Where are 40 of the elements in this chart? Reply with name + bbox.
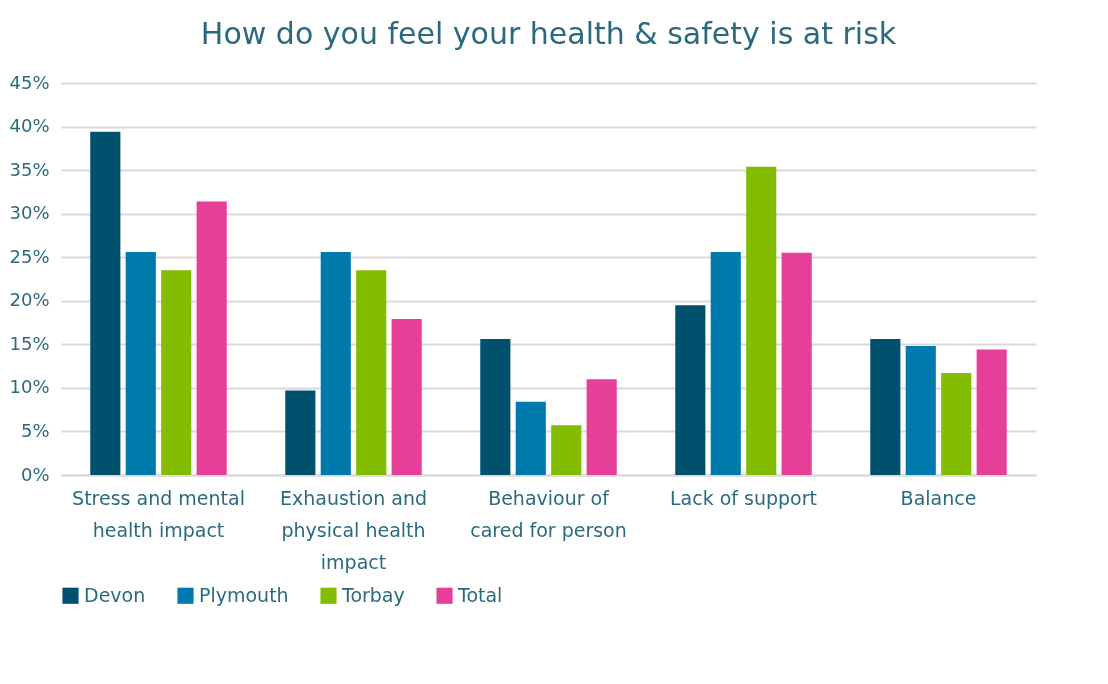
- bar: [905, 346, 936, 475]
- x-tick-label: Balance: [900, 486, 977, 509]
- legend-label: Devon: [84, 583, 146, 606]
- bar: [285, 390, 316, 475]
- y-tick-label: 35%: [9, 158, 50, 180]
- bar: [941, 373, 972, 475]
- bar: [161, 270, 192, 475]
- bar: [320, 252, 351, 475]
- y-tick-label: 45%: [9, 71, 50, 93]
- y-tick-label: 5%: [20, 419, 50, 441]
- bar: [870, 339, 901, 475]
- bar: [746, 166, 777, 475]
- bar: [515, 401, 546, 475]
- bar: [586, 379, 617, 475]
- bar: [196, 201, 227, 475]
- legend-label: Plymouth: [199, 583, 289, 606]
- bar: [675, 305, 706, 475]
- bar: [781, 252, 812, 475]
- bar: [391, 319, 422, 475]
- bar: [125, 252, 156, 475]
- y-tick-label: 15%: [9, 332, 50, 354]
- bar: [480, 339, 511, 475]
- y-tick-label: 0%: [20, 463, 50, 485]
- bar: [356, 270, 387, 475]
- x-tick-label: Behaviour of cared for person: [470, 486, 627, 541]
- legend-label: Total: [457, 583, 503, 606]
- bar: [90, 131, 121, 475]
- y-tick-label: 20%: [9, 289, 50, 311]
- y-tick-label: 10%: [9, 376, 50, 398]
- y-tick-label: 30%: [9, 202, 50, 224]
- y-tick-label: 25%: [9, 245, 50, 267]
- bar: [551, 425, 582, 475]
- x-tick-label: Exhaustion and physical health impact: [279, 486, 428, 573]
- y-tick-label: 40%: [9, 115, 50, 137]
- legend-label: Torbay: [341, 583, 405, 606]
- bar: [710, 252, 741, 475]
- x-tick-label: Stress and mental health impact: [72, 486, 245, 541]
- bar: [976, 349, 1007, 475]
- x-tick-label: Lack of support: [669, 486, 818, 509]
- chart-title: How do you feel your health & safety is at risk: [200, 16, 897, 51]
